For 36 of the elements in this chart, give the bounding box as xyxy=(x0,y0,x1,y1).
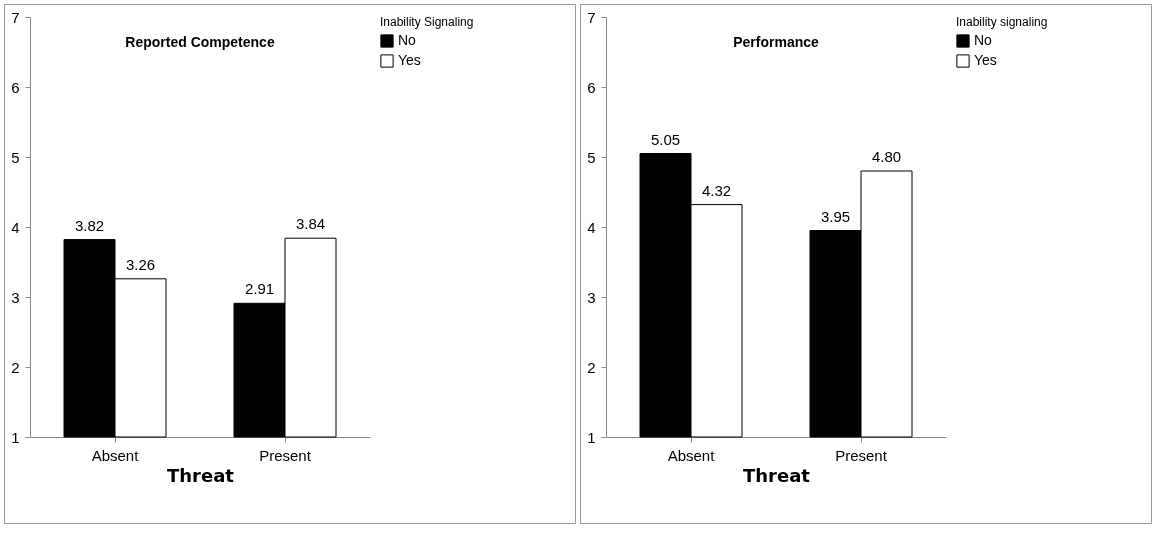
data-label: 3.84 xyxy=(295,215,326,233)
x-axis-title: Threat xyxy=(743,464,811,486)
y-tick-label: 7 xyxy=(11,8,20,26)
legend-title: Inability signaling xyxy=(956,15,1048,29)
data-label: 4.80 xyxy=(871,148,902,165)
x-tick-label: Present xyxy=(259,446,312,464)
data-label: 5.05 xyxy=(650,130,681,148)
legend-label: Yes xyxy=(398,52,421,68)
y-tick-label: 7 xyxy=(587,8,596,26)
data-label: 3.82 xyxy=(74,216,105,234)
text: Performance xyxy=(733,34,820,50)
y-tick-label: 4 xyxy=(587,218,596,236)
data-label: 2.91 xyxy=(244,280,275,298)
y-tick-label: 2 xyxy=(587,358,596,376)
y-tick-label: 3 xyxy=(587,288,596,306)
legend-label: Yes xyxy=(974,52,997,68)
text: Reported Competence xyxy=(125,34,275,50)
y-tick-label: 2 xyxy=(11,358,20,376)
data-label: 4.32 xyxy=(701,181,732,199)
y-tick-label: 6 xyxy=(11,78,20,96)
x-tick-label: Present xyxy=(835,446,888,464)
y-tick-label: 4 xyxy=(11,218,20,236)
y-tick-label: 1 xyxy=(11,428,20,446)
y-tick-label: 3 xyxy=(11,288,20,306)
x-tick-label: Absent xyxy=(667,446,716,464)
x-axis-title: Threat xyxy=(167,464,235,486)
y-tick-label: 5 xyxy=(587,148,596,166)
legend-title: Inability Signaling xyxy=(380,15,474,29)
legend-label: No xyxy=(398,32,417,48)
y-tick-label: 6 xyxy=(587,78,596,96)
x-tick-label: Absent xyxy=(91,446,140,464)
legend-label: No xyxy=(974,32,993,48)
y-tick-label: 1 xyxy=(587,428,596,446)
data-label: 3.26 xyxy=(125,255,156,273)
data-label: 3.95 xyxy=(820,207,851,225)
y-tick-label: 5 xyxy=(11,148,20,166)
